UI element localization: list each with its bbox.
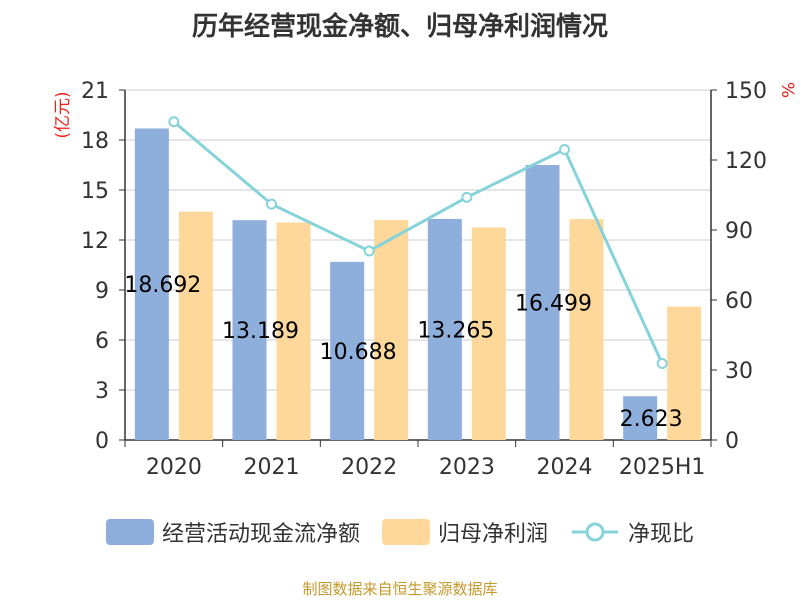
bar-cashflow — [623, 396, 658, 440]
bar-cashflow — [232, 220, 267, 440]
bar-value-label: 2.623 — [620, 407, 683, 432]
y-right-tick-label: 30 — [725, 359, 753, 384]
bar-profit — [178, 211, 213, 440]
x-tick-label: 2021 — [244, 455, 300, 480]
x-tick-label: 2023 — [439, 455, 495, 480]
y-left-axis-label: (亿元) — [53, 91, 73, 138]
y-right-tick-label: 0 — [725, 429, 739, 454]
bar-value-label: 13.189 — [222, 319, 299, 344]
x-tick-label: 2020 — [146, 455, 202, 480]
y-left-tick-label: 21 — [81, 79, 109, 104]
y-right-tick-label: 60 — [725, 289, 753, 314]
bar-value-label: 18.692 — [124, 273, 201, 298]
y-left-tick-label: 0 — [95, 429, 109, 454]
y-right-tick-label: 150 — [725, 79, 767, 104]
legend-swatch-ratio — [572, 522, 618, 542]
bar-cashflow — [427, 218, 462, 440]
bar-value-label: 13.265 — [417, 318, 494, 343]
x-tick-label: 2024 — [537, 455, 593, 480]
y-left-tick-label: 3 — [95, 379, 109, 404]
y-right-tick-label: 120 — [725, 149, 767, 174]
bar-profit — [569, 219, 604, 440]
legend: 经营活动现金流净额 归母净利润 净现比 — [0, 516, 800, 548]
bar-profit — [374, 220, 409, 440]
legend-item-ratio[interactable]: 净现比 — [570, 516, 694, 548]
ratio-point — [656, 357, 668, 369]
bar-profit — [276, 222, 311, 440]
chart-title: 历年经营现金净额、归母净利润情况 — [191, 12, 608, 42]
legend-label-ratio: 净现比 — [628, 522, 695, 547]
y-left-tick-label: 12 — [81, 229, 109, 254]
legend-item-cashflow[interactable]: 经营活动现金流净额 — [105, 516, 360, 548]
legend-label-cashflow: 经营活动现金流净额 — [161, 522, 360, 547]
bar-profit — [667, 306, 702, 440]
x-tick-label: 2022 — [341, 455, 397, 480]
y-left-tick-label: 6 — [95, 329, 109, 354]
legend-label-profit: 归母净利润 — [437, 522, 548, 547]
ratio-point — [168, 116, 180, 128]
y-left-tick-label: 15 — [81, 179, 109, 204]
bar-value-label: 10.688 — [320, 340, 397, 365]
legend-swatch-profit — [381, 519, 430, 545]
bar-cashflow — [525, 165, 560, 440]
bar-cashflow — [330, 261, 365, 440]
ratio-point — [266, 198, 277, 210]
ratio-line — [172, 120, 664, 365]
y-right-axis-label: % — [777, 82, 797, 98]
source-note: 制图数据来自恒生聚源数据库 — [302, 580, 498, 598]
y-left-tick-label: 18 — [81, 129, 109, 154]
bar-cashflow — [134, 128, 169, 440]
x-tick-label: 2025H1 — [619, 455, 706, 480]
ratio-point — [461, 191, 473, 203]
ratio-point — [363, 245, 375, 257]
ratio-point — [559, 144, 570, 155]
y-left-tick-label: 9 — [95, 279, 109, 304]
legend-item-profit[interactable]: 归母净利润 — [381, 516, 548, 548]
bar-value-label: 16.499 — [515, 292, 592, 317]
bar-profit — [471, 227, 506, 440]
legend-swatch-cashflow — [105, 519, 154, 545]
y-right-tick-label: 90 — [725, 219, 753, 244]
